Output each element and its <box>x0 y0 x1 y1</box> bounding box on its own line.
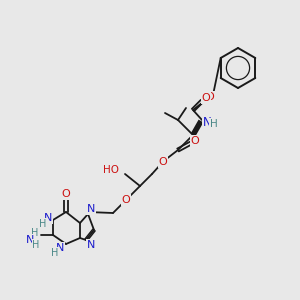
Text: H: H <box>31 228 39 238</box>
Text: O: O <box>206 92 214 102</box>
Text: N: N <box>56 243 64 253</box>
Text: H: H <box>32 240 40 250</box>
Text: N: N <box>44 213 52 223</box>
Text: N: N <box>87 240 95 250</box>
Text: N: N <box>202 116 211 128</box>
Text: N: N <box>87 204 95 214</box>
Text: O: O <box>122 195 130 205</box>
Text: O: O <box>159 157 167 167</box>
Text: H: H <box>39 219 47 229</box>
Text: O: O <box>61 189 70 199</box>
Text: H: H <box>51 248 59 258</box>
Text: N: N <box>26 235 34 245</box>
Text: H: H <box>210 119 218 129</box>
Text: O: O <box>190 136 200 146</box>
Text: HO: HO <box>103 165 119 175</box>
Text: O: O <box>202 93 210 103</box>
